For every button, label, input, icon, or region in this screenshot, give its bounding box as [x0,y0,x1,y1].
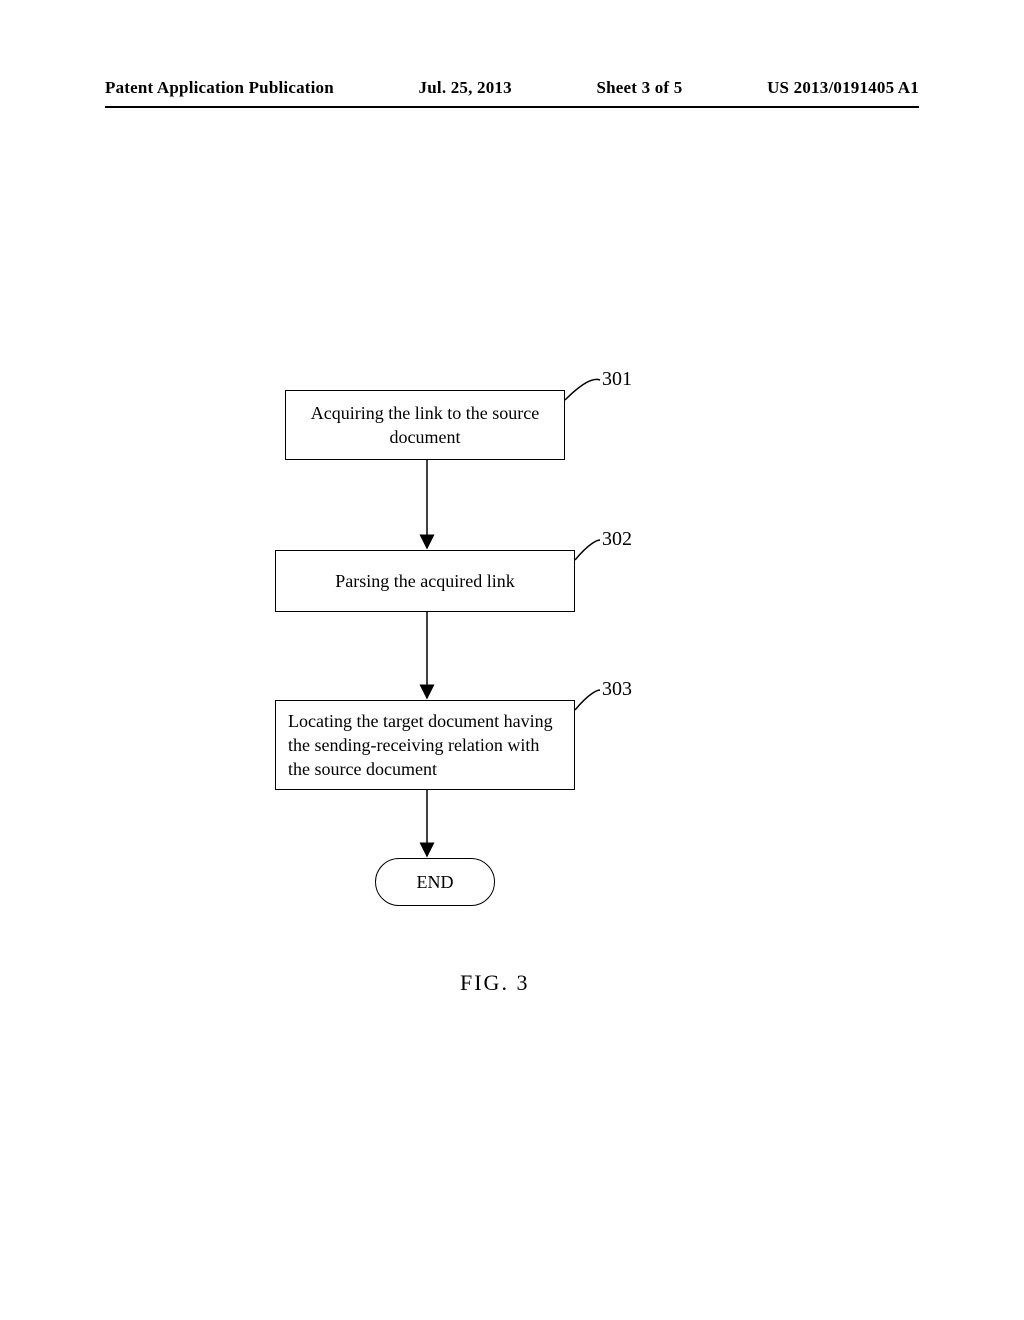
flow-terminator-end: END [375,858,495,906]
ref-label-301: 301 [602,368,632,391]
patent-page: Patent Application Publication Jul. 25, … [0,0,1024,1320]
ref-label-303: 303 [602,678,632,701]
flow-step-303: Locating the target document having the … [275,700,575,790]
flow-step-301: Acquiring the link to the source documen… [285,390,565,460]
flowchart-diagram: Acquiring the link to the source documen… [0,0,1024,1320]
ref-label-302: 302 [602,528,632,551]
figure-caption: FIG. 3 [460,970,529,996]
flow-step-302: Parsing the acquired link [275,550,575,612]
